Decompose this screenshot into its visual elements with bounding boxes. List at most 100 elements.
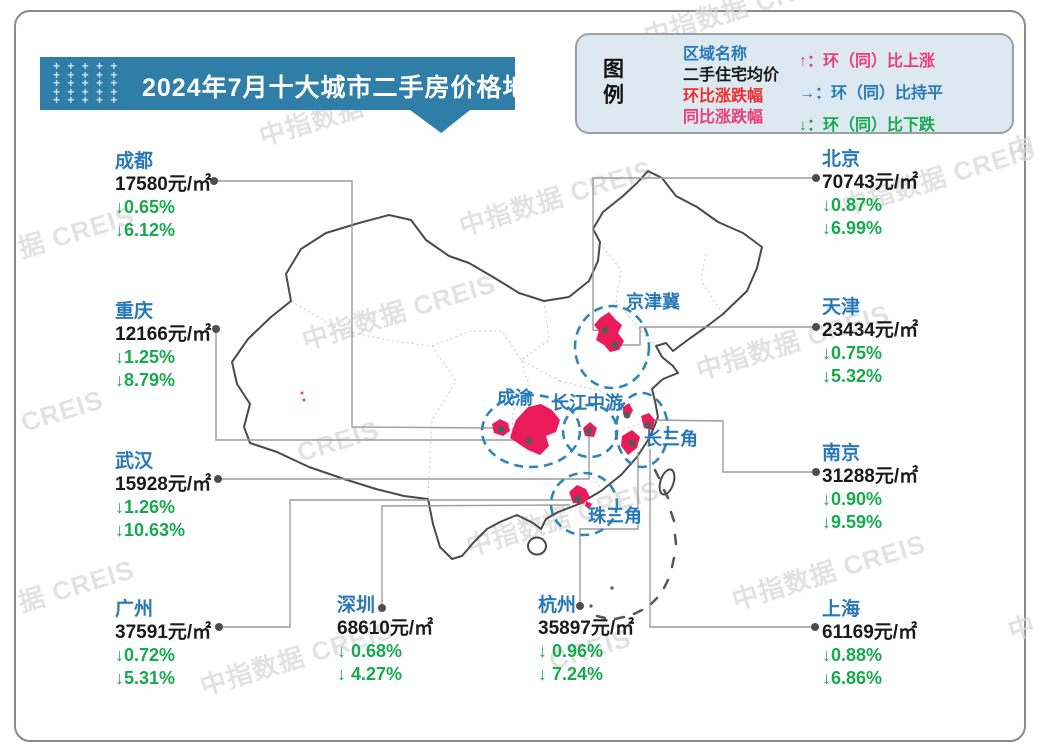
- map-dot-tianjin: [611, 341, 619, 349]
- city-mom-change: ↓0.72%: [115, 645, 176, 665]
- leader-line-wuhan: [218, 433, 590, 480]
- leader-lines: [214, 177, 816, 628]
- city-mom-change: ↓1.26%: [115, 497, 176, 517]
- city-mom-change: ↓0.88%: [822, 645, 883, 665]
- legend-arrow-down: ↓：环（同）比下跌: [799, 117, 936, 134]
- city-price: 17580元/㎡: [115, 174, 212, 195]
- city-block-nanjing: 南京 31288元/㎡ ↓0.90% ↓9.59%: [822, 442, 918, 534]
- map-dot-chengdu: [497, 425, 505, 433]
- city-yoy-change: ↓ 4.27%: [337, 664, 403, 684]
- plus-pattern-decoration: + + + + + + + + + + + + + + + + + + + + …: [53, 59, 120, 107]
- leader-line-nanjing: [650, 419, 816, 473]
- legend-mom-change: 环比涨跌幅: [683, 88, 764, 105]
- city-mom-change: ↓ 0.68%: [337, 641, 403, 661]
- city-block-shenzhen: 深圳 68610元/㎡ ↓ 0.68% ↓ 4.27%: [337, 594, 433, 686]
- city-price: 68610元/㎡: [337, 618, 434, 639]
- city-price: 37591元/㎡: [115, 622, 212, 643]
- city-mom-change: ↓0.65%: [115, 197, 176, 217]
- region-circles: [480, 304, 670, 537]
- city-yoy-change: ↓9.59%: [822, 512, 883, 532]
- city-mom-change: ↓ 0.96%: [538, 641, 604, 661]
- region-label-jingjinji: 京津冀: [626, 292, 680, 312]
- city-yoy-change: ↓ 7.24%: [538, 664, 604, 684]
- city-block-beijing: 北京 70743元/㎡ ↓0.87% ↓6.99%: [822, 148, 918, 240]
- city-block-chongqing: 重庆 12166元/㎡ ↓1.25% ↓8.79%: [115, 300, 211, 392]
- legend-title: 图例: [603, 58, 624, 107]
- legend-yoy-change: 同比涨跌幅: [683, 109, 764, 126]
- legend-box: 图例 区域名称 二手住宅均价 环比涨跌幅 同比涨跌幅 ↑：环（同）比上涨 →：环…: [575, 33, 1014, 134]
- city-yoy-change: ↓8.79%: [115, 370, 176, 390]
- city-name: 重庆: [115, 301, 154, 322]
- map-dot-beijing: [601, 326, 609, 334]
- page-title: 2024年7月十大城市二手房价格地图: [142, 74, 555, 102]
- leader-line-tianjin: [620, 326, 816, 346]
- city-name: 杭州: [538, 595, 577, 616]
- map-dot-wuhan: [585, 427, 593, 435]
- city-name: 南京: [822, 443, 861, 464]
- city-price: 70743元/㎡: [822, 172, 919, 193]
- title-banner: + + + + + + + + + + + + + + + + + + + + …: [40, 57, 554, 110]
- map-dot-chongqing: [525, 437, 533, 445]
- city-yoy-change: ↓6.86%: [822, 668, 883, 688]
- city-yoy-change: ↓5.31%: [115, 668, 176, 688]
- region-label-changsanjiao: 长三角: [644, 429, 698, 449]
- city-cluster-blobs: [300, 312, 655, 509]
- hainan-island: [527, 536, 547, 556]
- china-outline: [231, 170, 763, 560]
- city-yoy-change: ↓6.12%: [115, 220, 176, 240]
- map-dot-shanghai: [644, 421, 652, 429]
- region-circle-jingjinji: [573, 304, 651, 390]
- city-name: 北京: [822, 149, 861, 170]
- region-circle-changsanjiao: [614, 391, 670, 469]
- map-dot-nanjing: [623, 411, 631, 419]
- city-price: 23434元/㎡: [822, 320, 919, 341]
- city-name: 天津: [822, 297, 861, 318]
- taiwan-island: [658, 468, 676, 496]
- city-yoy-change: ↓5.32%: [822, 366, 883, 386]
- city-block-shanghai: 上海 61169元/㎡ ↓0.88% ↓6.86%: [822, 598, 917, 690]
- city-price: 12166元/㎡: [115, 324, 212, 345]
- city-mom-change: ↓1.25%: [115, 347, 176, 367]
- blob-chongqing: [510, 404, 560, 455]
- city-mom-change: ↓0.75%: [822, 343, 883, 363]
- leader-line-shanghai: [649, 449, 815, 628]
- leader-line-chengdu: [214, 180, 498, 429]
- outer-frame: [14, 10, 1026, 742]
- leader-line-shenzhen: [381, 504, 571, 608]
- city-block-hangzhou: 杭州 35897元/㎡ ↓ 0.96% ↓ 7.24%: [538, 594, 634, 686]
- sea-islet-dot: [610, 586, 614, 590]
- region-label-zhusanjiao: 珠三角: [588, 506, 642, 526]
- legend-arrow-up: ↑：环（同）比上涨: [799, 53, 936, 70]
- legend-arrow-list: ↑：环（同）比上涨 →：环（同）比持平 ↓：环（同）比下跌: [799, 46, 943, 142]
- sea-dash-line: [595, 468, 678, 621]
- map-dot-prd: [574, 495, 582, 503]
- region-label-chengyu: 成渝: [497, 388, 533, 408]
- city-name: 上海: [822, 599, 861, 620]
- city-block-wuhan: 武汉 15928元/㎡ ↓1.26% ↓10.63%: [115, 450, 211, 542]
- city-yoy-change: ↓6.99%: [822, 218, 883, 238]
- legend-arrow-flat: →：环（同）比持平: [799, 85, 944, 102]
- city-block-guangzhou: 广州 37591元/㎡ ↓0.72% ↓5.31%: [115, 598, 211, 690]
- sea-islet-dot: [589, 604, 593, 608]
- city-map-dots: [497, 326, 652, 503]
- blob-prd-speck: [585, 501, 592, 509]
- leader-line-beijing: [592, 177, 816, 332]
- legend-region-name: 区域名称: [683, 46, 748, 63]
- city-price: 31288元/㎡: [822, 466, 919, 487]
- map-dot-hangzhou: [628, 439, 636, 447]
- label-end-dots: [210, 174, 820, 631]
- city-mom-change: ↓0.87%: [822, 195, 883, 215]
- blob-jingjinji: [594, 312, 624, 352]
- city-block-tianjin: 天津 23434元/㎡ ↓0.75% ↓5.32%: [822, 296, 918, 388]
- city-price: 15928元/㎡: [115, 474, 212, 495]
- city-name: 成都: [115, 151, 154, 172]
- city-mom-change: ↓0.90%: [822, 489, 883, 509]
- city-name: 深圳: [337, 595, 376, 616]
- region-label-changjiangzhongyou: 长江中游: [551, 393, 623, 413]
- city-price: 61169元/㎡: [822, 622, 918, 643]
- region-circle-zhusanjiao: [549, 471, 619, 537]
- city-name: 广州: [115, 599, 154, 620]
- legend-avg-price: 二手住宅均价: [683, 67, 780, 84]
- leader-line-hangzhou: [579, 452, 639, 606]
